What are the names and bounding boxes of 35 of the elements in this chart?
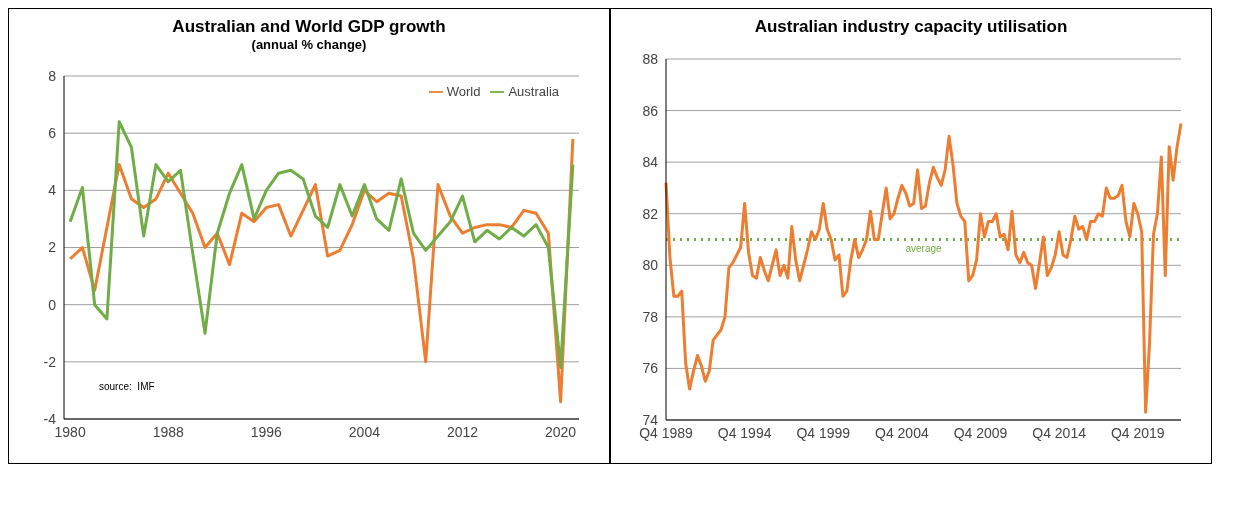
annotation: source: IMF [99,381,155,392]
y-tick-label: 82 [642,205,659,222]
legend-label: Australia [508,84,559,99]
y-tick-label: -4 [43,410,57,427]
chart-subtitle: (annual % change) [250,37,368,52]
x-tick-label: 2012 [446,423,479,440]
y-tick-label: 86 [642,102,659,119]
chart-title: Australian industry capacity utilisation [753,17,1069,37]
x-tick-label: 1996 [250,423,283,440]
x-tick-label: Q4 2004 [875,424,929,441]
y-tick-label: -2 [43,353,57,370]
y-tick-label: 8 [48,67,57,84]
x-tick-label: 2004 [348,423,381,440]
y-tick-label: 6 [48,125,57,142]
line-series [68,120,575,370]
x-tick-label: Q4 1994 [717,424,772,441]
x-tick-label: 1980 [54,423,86,440]
x-tick-label: 2020 [545,423,577,440]
y-tick-label: 2 [48,239,57,256]
y-tick-label: 76 [642,360,659,377]
x-tick-label: 1988 [152,423,185,440]
x-tick-label: Q4 2009 [953,424,1008,441]
legend-label: World [446,84,481,99]
y-tick-label: 4 [48,182,57,199]
y-tick-label: 78 [642,308,659,325]
chart-title: Australian and World GDP growth [171,17,447,37]
y-tick-label: 84 [642,154,659,171]
y-tick-label: 0 [48,296,57,313]
y-tick-label: 88 [642,50,659,67]
x-tick-label: Q4 2014 [1032,424,1087,441]
x-tick-label: Q4 2019 [1110,424,1165,441]
y-tick-label: 80 [642,257,659,274]
x-tick-label: Q4 1999 [796,424,851,441]
ref-line-label: average [905,242,943,254]
line-series [664,121,1183,414]
